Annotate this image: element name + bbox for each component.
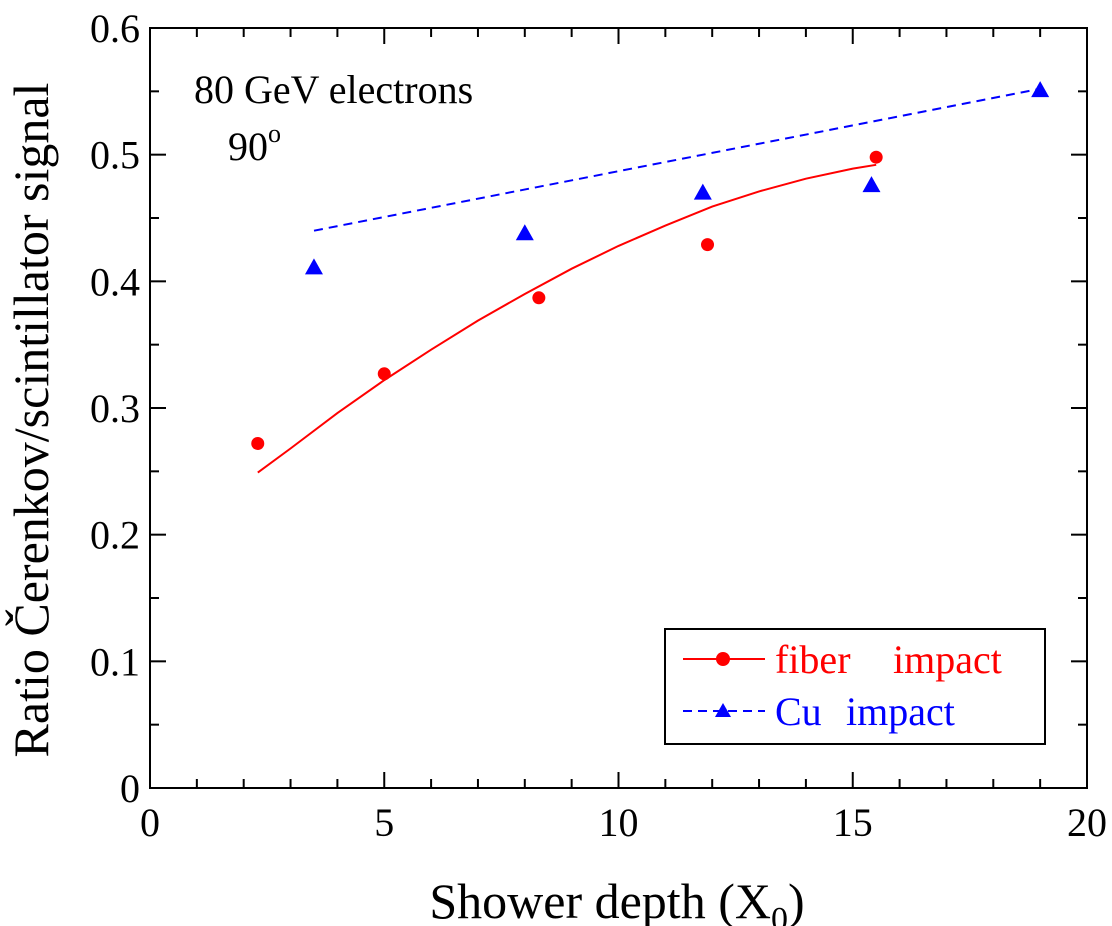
cu-data-point <box>515 224 534 241</box>
legend-fiber-marker <box>716 652 730 666</box>
y-tick-label: 0.3 <box>90 386 140 431</box>
x-axis-title-subscript: 0 <box>771 901 788 926</box>
fiber-data-point <box>377 367 391 381</box>
legend-fiber-suffix: impact <box>893 637 1002 682</box>
annotation-line-1: 80 GeV electrons <box>194 67 473 112</box>
fiber-fit-line <box>257 163 877 474</box>
x-tick-label: 5 <box>374 800 394 845</box>
y-tick-label: 0.5 <box>90 133 140 178</box>
x-axis-title-main: Shower depth (X <box>429 873 771 926</box>
fiber-data-point <box>532 291 546 305</box>
x-axis-title: Shower depth (X0) <box>429 873 804 926</box>
x-tick-label: 20 <box>1067 800 1107 845</box>
x-tick-label: 15 <box>833 800 873 845</box>
x-tick-label: 0 <box>140 800 160 845</box>
x-axis-title-close: ) <box>788 873 805 926</box>
y-tick-label: 0.4 <box>90 259 140 304</box>
legend-box <box>664 628 1046 745</box>
fiber-data-point <box>869 150 883 164</box>
cu-data-point <box>862 176 881 193</box>
y-axis-title: Ratio Čerenkov/scintillator signal <box>3 83 59 758</box>
legend: fiber impact Cu impact <box>664 628 1046 745</box>
annotation-degree: o <box>268 119 281 148</box>
x-tick-label: 10 <box>599 800 639 845</box>
legend-fiber-label: fiber impact <box>775 637 1002 682</box>
series-layer <box>251 81 1050 474</box>
annotation-angle: 90 <box>228 124 268 169</box>
cu-fit-line <box>313 87 1041 232</box>
cu-data-point <box>1031 81 1050 98</box>
legend-cu-label: Cu impact <box>775 689 955 734</box>
legend-cu-marker <box>715 703 731 717</box>
y-tick-label: 0.2 <box>90 513 140 558</box>
legend-fiber-name: fiber <box>775 637 851 682</box>
annotation-line-2: 90o <box>228 119 281 169</box>
legend-cu-suffix: impact <box>846 689 955 734</box>
y-tick-label: 0.6 <box>90 6 140 51</box>
fiber-data-point <box>701 238 715 252</box>
legend-cu-name: Cu <box>775 689 822 734</box>
y-tick-label: 0.1 <box>90 639 140 684</box>
y-tick-label: 0 <box>120 766 140 811</box>
ticks-layer: 0 5 10 15 20 0 0.1 0.2 0.3 0.4 0.5 0.6 <box>90 6 1107 845</box>
cu-data-point <box>304 258 323 275</box>
cu-data-point <box>693 183 712 200</box>
fiber-data-point <box>251 436 265 450</box>
